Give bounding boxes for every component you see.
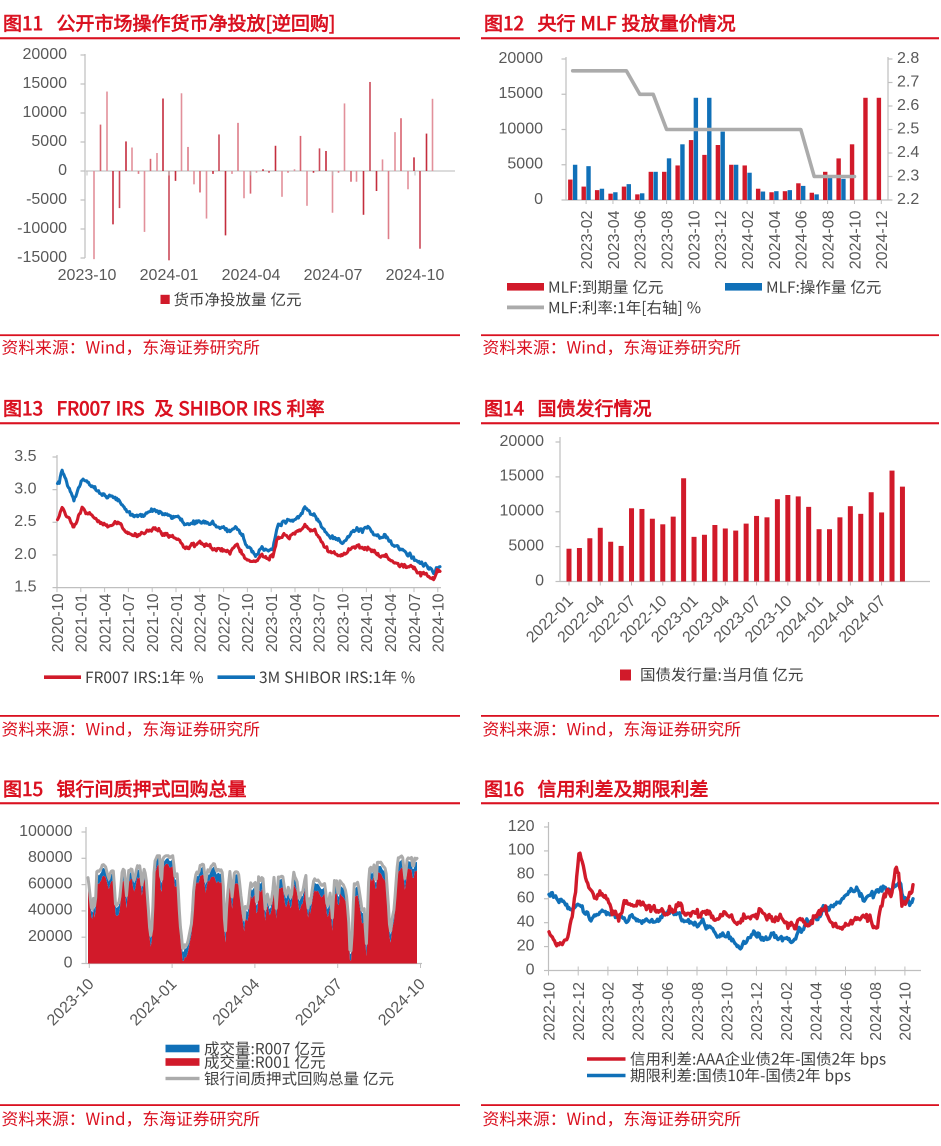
svg-text:15000: 15000	[500, 468, 545, 485]
svg-text:2024-07: 2024-07	[407, 593, 424, 652]
svg-text:2024-10: 2024-10	[898, 982, 915, 1041]
svg-text:2.6: 2.6	[897, 97, 919, 114]
svg-text:2.4: 2.4	[897, 144, 919, 161]
svg-text:2023-01: 2023-01	[264, 593, 281, 652]
svg-text:15000: 15000	[499, 85, 544, 102]
svg-text:2024-08: 2024-08	[868, 982, 885, 1041]
svg-text:2.0: 2.0	[14, 546, 36, 563]
svg-text:2023-04: 2023-04	[630, 982, 647, 1041]
svg-text:1.5: 1.5	[14, 578, 36, 595]
svg-text:2024-02: 2024-02	[740, 210, 757, 269]
svg-text:2024-07: 2024-07	[304, 267, 363, 284]
svg-text:2023-07: 2023-07	[312, 593, 329, 652]
svg-text:2024-02: 2024-02	[779, 982, 796, 1041]
svg-text:0: 0	[58, 162, 67, 179]
svg-text:60000: 60000	[28, 875, 73, 892]
svg-text:2021-01: 2021-01	[74, 593, 91, 652]
svg-text:2024-04: 2024-04	[809, 982, 826, 1041]
svg-text:2023-04: 2023-04	[606, 210, 623, 269]
svg-text:2023-04: 2023-04	[288, 593, 305, 652]
svg-text:2024-04: 2024-04	[383, 593, 400, 652]
svg-text:80: 80	[517, 866, 535, 883]
svg-text:5000: 5000	[507, 156, 543, 173]
svg-text:2023-02: 2023-02	[579, 210, 596, 269]
svg-text:2023-12: 2023-12	[713, 210, 730, 269]
svg-text:2.5: 2.5	[14, 513, 36, 530]
svg-text:2.3: 2.3	[897, 167, 919, 184]
svg-text:2023-08: 2023-08	[659, 210, 676, 269]
svg-text:100000: 100000	[19, 823, 72, 840]
svg-text:5000: 5000	[31, 133, 67, 150]
svg-text:3.0: 3.0	[14, 480, 36, 497]
svg-text:2.5: 2.5	[897, 120, 919, 137]
svg-text:2024-10: 2024-10	[375, 976, 429, 1030]
svg-text:2024-10: 2024-10	[386, 267, 445, 284]
svg-text:2024-08: 2024-08	[820, 210, 837, 269]
svg-text:2022-10: 2022-10	[541, 982, 558, 1041]
svg-text:2023-02: 2023-02	[601, 982, 618, 1041]
svg-text:80000: 80000	[28, 849, 73, 866]
svg-text:20000: 20000	[499, 50, 544, 67]
svg-text:0: 0	[526, 961, 535, 978]
svg-text:2022-10: 2022-10	[240, 593, 257, 652]
svg-text:2.8: 2.8	[897, 50, 919, 67]
svg-text:2024-01: 2024-01	[359, 593, 376, 652]
svg-text:2023-12: 2023-12	[749, 982, 766, 1041]
svg-text:2021-07: 2021-07	[121, 593, 138, 652]
svg-text:10000: 10000	[500, 503, 545, 520]
svg-text:-10000: -10000	[17, 220, 67, 237]
svg-text:60: 60	[517, 890, 535, 907]
svg-text:2022-04: 2022-04	[193, 593, 210, 652]
svg-text:2021-04: 2021-04	[97, 593, 114, 652]
svg-text:2024-12: 2024-12	[874, 210, 891, 269]
svg-text:120: 120	[508, 818, 535, 835]
svg-text:20000: 20000	[500, 433, 545, 450]
svg-text:2.2: 2.2	[897, 191, 919, 208]
svg-text:20000: 20000	[28, 928, 73, 945]
svg-text:2023-10: 2023-10	[44, 976, 98, 1030]
svg-text:2020-10: 2020-10	[50, 593, 67, 652]
svg-text:5000: 5000	[508, 537, 544, 554]
svg-text:2024-04: 2024-04	[222, 267, 281, 284]
svg-text:2024-06: 2024-06	[838, 982, 855, 1041]
svg-text:100: 100	[508, 842, 535, 859]
svg-text:2024-04: 2024-04	[210, 976, 264, 1030]
svg-text:0: 0	[64, 954, 73, 971]
svg-text:40000: 40000	[28, 902, 73, 919]
svg-text:2023-06: 2023-06	[633, 210, 650, 269]
svg-text:10000: 10000	[23, 104, 68, 121]
svg-text:2023-10: 2023-10	[58, 267, 117, 284]
svg-text:2024-10: 2024-10	[431, 593, 448, 652]
svg-text:2023-10: 2023-10	[720, 982, 737, 1041]
svg-text:0: 0	[535, 572, 544, 589]
svg-text:2023-08: 2023-08	[690, 982, 707, 1041]
svg-text:-15000: -15000	[17, 249, 67, 266]
svg-text:2024-01: 2024-01	[140, 267, 199, 284]
svg-text:2024-01: 2024-01	[127, 976, 181, 1030]
svg-text:20: 20	[517, 937, 535, 954]
svg-text:15000: 15000	[23, 75, 68, 92]
svg-text:2023-06: 2023-06	[660, 982, 677, 1041]
svg-text:0: 0	[534, 191, 543, 208]
svg-text:3.5: 3.5	[14, 448, 36, 465]
svg-text:2024-07: 2024-07	[292, 976, 346, 1030]
svg-text:2023-10: 2023-10	[335, 593, 352, 652]
svg-text:20000: 20000	[23, 46, 68, 63]
svg-text:2.7: 2.7	[897, 73, 919, 90]
svg-text:2022-12: 2022-12	[571, 982, 588, 1041]
svg-text:-5000: -5000	[26, 191, 67, 208]
svg-text:2022-07: 2022-07	[216, 593, 233, 652]
svg-text:2024-06: 2024-06	[794, 210, 811, 269]
svg-text:2024-04: 2024-04	[767, 210, 784, 269]
svg-text:2023-10: 2023-10	[686, 210, 703, 269]
svg-text:2021-10: 2021-10	[145, 593, 162, 652]
svg-text:10000: 10000	[499, 120, 544, 137]
svg-text:40: 40	[517, 913, 535, 930]
svg-text:2022-01: 2022-01	[169, 593, 186, 652]
svg-text:2024-10: 2024-10	[847, 210, 864, 269]
